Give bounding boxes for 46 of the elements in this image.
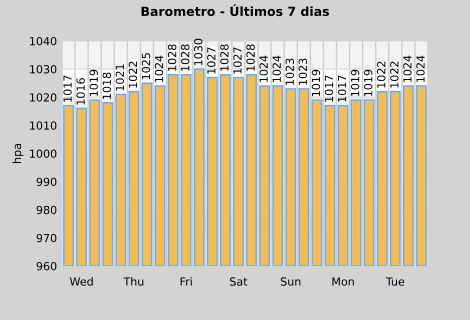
y-tick-label: 1030 — [30, 65, 56, 74]
data-label: 1027 — [233, 47, 242, 74]
data-label: 1017 — [338, 76, 346, 102]
y-axis-title: hpa — [12, 144, 24, 163]
data-label: 1023 — [298, 58, 308, 85]
data-label: 1022 — [377, 62, 386, 88]
data-label: 1028 — [168, 44, 176, 71]
data-label: 1024 — [272, 56, 281, 82]
data-label: 1017 — [324, 76, 334, 102]
data-label: 1024 — [416, 56, 425, 82]
x-tick-label: Thu — [123, 277, 144, 286]
data-label: 1022 — [128, 62, 138, 88]
data-label: 1018 — [102, 72, 111, 99]
data-label: 1024 — [403, 56, 412, 82]
x-tick-label: Fri — [180, 277, 192, 286]
y-tick-label: 1010 — [30, 121, 56, 130]
data-label: 1019 — [350, 70, 360, 96]
x-tick-label: Wed — [70, 277, 93, 286]
x-tick-label: Tue — [386, 277, 404, 286]
data-label: 1016 — [76, 78, 85, 104]
data-label: 1019 — [364, 70, 372, 96]
x-tick-label: Sun — [280, 277, 300, 286]
data-label: 1021 — [116, 64, 124, 90]
data-label: 1019 — [90, 70, 98, 96]
x-tick-label: Mon — [332, 277, 354, 286]
data-label: 1022 — [390, 62, 399, 88]
x-tick-label: Sat — [230, 277, 248, 286]
chart-title: Barometro - Últimos 7 dias — [142, 4, 329, 16]
data-label: 1024 — [154, 56, 164, 82]
y-tick-label: 970 — [36, 234, 56, 242]
y-tick-label: 1040 — [30, 36, 56, 46]
data-label: 1024 — [259, 56, 268, 82]
data-label: 1017 — [63, 76, 72, 102]
y-tick-label: 960 — [36, 262, 56, 270]
data-label: 1019 — [312, 70, 320, 96]
data-label: 1027 — [207, 47, 216, 74]
data-label: 1023 — [286, 58, 294, 85]
data-label: 1028 — [181, 44, 190, 71]
y-tick-label: 1000 — [30, 149, 56, 158]
y-tick-label: 980 — [36, 206, 56, 214]
data-label: 1030 — [194, 38, 202, 66]
y-tick-label: 1020 — [30, 93, 56, 102]
data-label: 1028 — [246, 44, 255, 71]
data-label: 1028 — [220, 44, 229, 71]
y-tick-label: 990 — [36, 178, 56, 186]
data-label: 1025 — [142, 53, 150, 80]
